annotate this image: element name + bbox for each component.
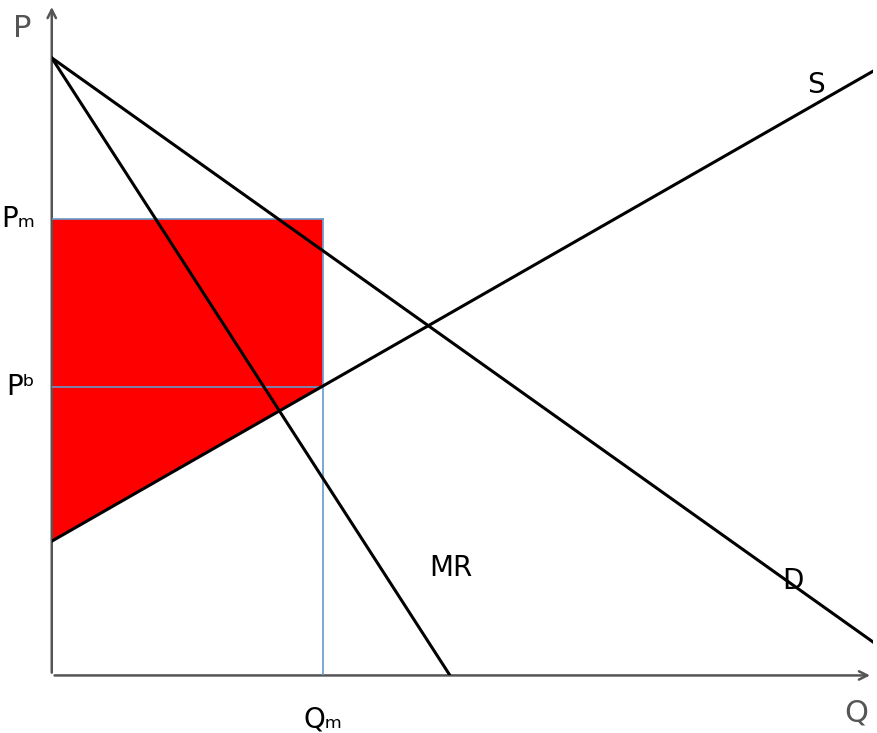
Text: MR: MR xyxy=(430,554,473,582)
Text: Q: Q xyxy=(845,699,869,728)
Text: Qₘ: Qₘ xyxy=(303,706,342,733)
Polygon shape xyxy=(52,219,323,541)
Text: Pₘ: Pₘ xyxy=(2,205,35,233)
Text: Pᵇ: Pᵇ xyxy=(7,373,35,401)
Text: P: P xyxy=(13,14,32,43)
Text: D: D xyxy=(782,567,804,595)
Text: S: S xyxy=(807,70,824,99)
